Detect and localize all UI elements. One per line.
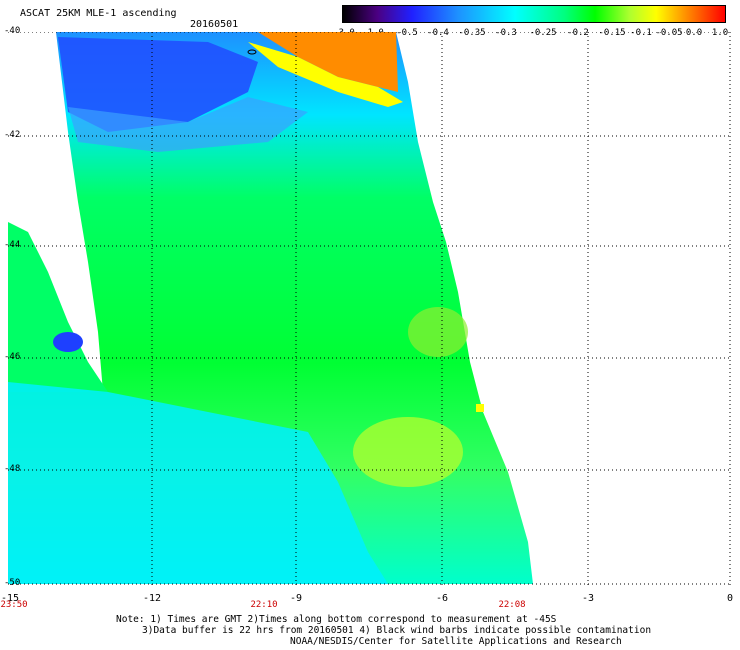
note-line: Note: 1) Times are GMT 2)Times along bot…: [116, 614, 557, 625]
colorbar-label: -0.5: [396, 28, 418, 38]
lat-label: -44: [4, 240, 21, 250]
colorbar-label: -0.35: [458, 28, 486, 38]
colorbar-label: -0.3: [495, 28, 517, 38]
map-date: 20160501: [190, 19, 239, 30]
cyan-region: [8, 382, 388, 584]
time-label: 22:10: [250, 600, 278, 610]
contour-mark: [247, 49, 257, 55]
lon-label: -6: [435, 593, 449, 604]
green-yellow-patch: [408, 307, 468, 357]
green-yellow-patch: [353, 417, 463, 487]
lat-label: -46: [4, 352, 21, 362]
yellow-pixel: [476, 404, 484, 412]
lat-label: -48: [4, 464, 21, 474]
lon-label: -9: [289, 593, 303, 604]
color-scale-bar: [342, 5, 726, 23]
lon-label: -15: [0, 593, 20, 604]
note-line: NOAA/NESDIS/Center for Satellite Applica…: [290, 636, 622, 647]
blue-band: [58, 37, 258, 132]
warm-region: [258, 32, 398, 92]
colorbar-label: -0.4: [427, 28, 449, 38]
note-line: 3)Data buffer is 22 hrs from 20160501 4)…: [142, 625, 652, 636]
wind-map: [8, 32, 732, 588]
colorbar-label: -0.25: [529, 28, 557, 38]
map-title: ASCAT 25KM MLE-1 ascending: [20, 8, 177, 19]
colorbar-label: 1.0: [711, 28, 729, 38]
grid: [8, 32, 732, 588]
lon-label: -3: [581, 593, 595, 604]
lon-label: 0: [726, 593, 734, 604]
colorbar-label: -0.1: [630, 28, 652, 38]
blue-band-light: [68, 97, 308, 152]
blue-patch: [53, 332, 83, 352]
colorbar-label: -0.05: [655, 28, 683, 38]
swath-left: [8, 222, 108, 392]
lat-label: -42: [4, 130, 21, 140]
colorbar-label: -0.15: [598, 28, 626, 38]
lat-label: -40: [4, 26, 21, 36]
lat-label: -50: [4, 578, 21, 588]
colorbar-label: 0.0: [685, 28, 703, 38]
time-label: 23:50: [0, 600, 28, 610]
time-label: 22:08: [498, 600, 526, 610]
colorbar-label: -0.2: [567, 28, 589, 38]
lon-label: -12: [142, 593, 162, 604]
yellow-edge: [248, 42, 403, 107]
